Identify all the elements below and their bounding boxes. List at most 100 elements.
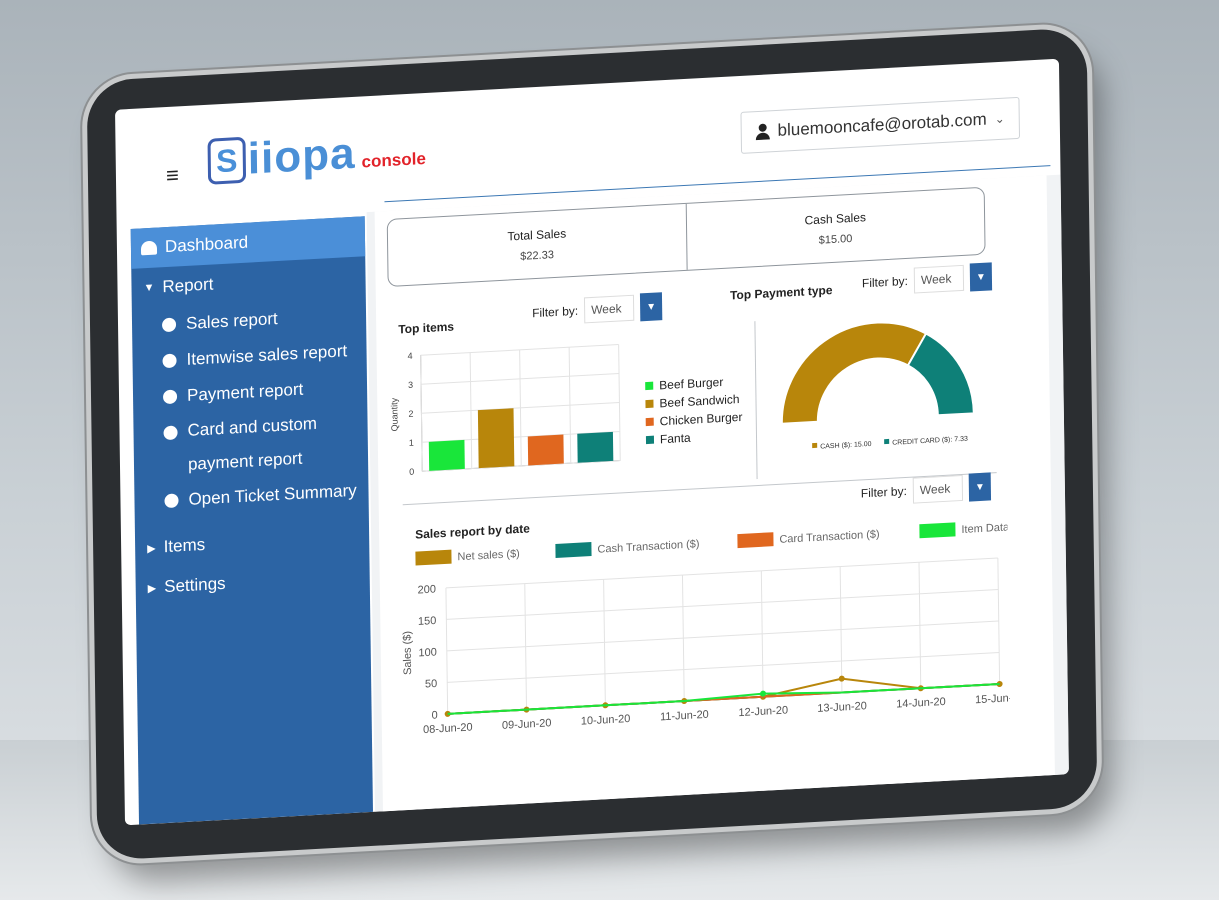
user-email: bluemooncafe@orotab.com xyxy=(777,109,987,140)
top-payment-donut-chart: CASH ($): 15.00 CREDIT CARD ($): 7.33 xyxy=(780,321,975,451)
tablet-device: ≡ S iiopa console bluemooncafe@orotab.co… xyxy=(86,27,1098,861)
tablet-screen: ≡ S iiopa console bluemooncafe@orotab.co… xyxy=(115,58,1069,826)
x-tick-label: 14-Jun-20 xyxy=(896,696,946,711)
legend-label: Beef Sandwich xyxy=(659,392,740,411)
y-tick-label: 2 xyxy=(408,409,413,419)
x-tick-label: 12-Jun-20 xyxy=(738,704,788,719)
gridline xyxy=(760,570,764,697)
bullet-icon xyxy=(161,317,177,333)
dashboard-gauge-icon xyxy=(140,240,158,256)
y-tick-label: 100 xyxy=(418,646,437,659)
gridline xyxy=(603,579,606,706)
y-axis-label: Sales ($) xyxy=(401,631,414,676)
sidebar-subitem-card-custom-payment-report[interactable]: Card and custom payment report xyxy=(133,407,324,485)
legend-item: Chicken Burger xyxy=(645,409,743,429)
bar xyxy=(477,408,515,469)
legend-item: Beef Burger xyxy=(645,374,742,393)
kpi-label: Total Sales xyxy=(507,226,567,244)
legend-label: Card Transaction ($) xyxy=(779,528,879,545)
user-icon xyxy=(755,123,769,140)
top-items-filter: Filter by: Week ▼ xyxy=(532,292,663,327)
top-items-legend: Beef Burger Beef Sandwich Chicken Burger… xyxy=(645,374,743,451)
kpi-total-sales: Total Sales $22.33 xyxy=(388,204,686,286)
filter-label: Filter by: xyxy=(532,303,579,321)
top-payment-title: Top Payment type xyxy=(729,282,833,303)
gridline xyxy=(420,355,423,472)
y-tick-label: 4 xyxy=(408,351,413,361)
bullet-icon xyxy=(162,389,178,405)
sidebar-subitem-label: Card and custom payment report xyxy=(187,413,318,474)
gridline xyxy=(997,558,1001,684)
gridline xyxy=(618,344,621,461)
legend-label: Net sales ($) xyxy=(457,548,519,563)
caret-down-icon: ▼ xyxy=(143,281,155,295)
y-tick-label: 50 xyxy=(425,678,437,691)
caret-right-icon: ▶ xyxy=(147,542,156,555)
gridline xyxy=(524,583,528,710)
filter-select[interactable]: Week xyxy=(913,264,965,294)
legend-swatch xyxy=(737,532,774,549)
kpi-cash-sales: Cash Sales $15.00 xyxy=(685,187,985,270)
donut-slice xyxy=(906,332,975,417)
legend-label: Beef Burger xyxy=(659,374,724,393)
caret-right-icon: ▶ xyxy=(147,582,157,595)
filter-label: Filter by: xyxy=(860,483,907,501)
gridline xyxy=(839,566,843,693)
filter-select[interactable]: Week xyxy=(583,294,635,324)
sales-by-date-line-chart: Net sales ($) Cash Transaction ($) Card Tr… xyxy=(401,521,1010,736)
logo-text: iiopa xyxy=(247,128,356,184)
sales-by-date-filter: Filter by: Week ▼ xyxy=(860,472,992,507)
gridline xyxy=(447,651,1000,683)
bar xyxy=(527,434,564,466)
x-tick-label: 11-Jun-20 xyxy=(660,709,709,724)
y-tick-label: 150 xyxy=(418,615,437,628)
gridline xyxy=(445,557,998,589)
y-tick-label: 0 xyxy=(431,709,437,721)
sidebar-item-label: Settings xyxy=(164,573,226,597)
logo-subtitle: console xyxy=(361,148,426,172)
x-tick-label: 09-Jun-20 xyxy=(502,717,552,732)
y-tick-label: 0 xyxy=(409,467,414,477)
data-point xyxy=(838,675,845,682)
sidebar-subitem-label: Sales report xyxy=(185,309,278,333)
main-content: Total Sales $22.33 Cash Sales $15.00 Top… xyxy=(366,174,1069,812)
kpi-label: Cash Sales xyxy=(804,210,867,228)
x-tick-label: 13-Jun-20 xyxy=(817,700,867,715)
kpi-value: $15.00 xyxy=(818,232,853,247)
legend-swatch xyxy=(645,435,655,445)
legend-label: Chicken Burger xyxy=(659,409,743,429)
legend-swatch xyxy=(645,399,654,409)
legend-item: Beef Sandwich xyxy=(645,392,742,411)
y-tick-label: 3 xyxy=(408,380,413,390)
sidebar-item-label: Items xyxy=(163,534,206,557)
sidebar-subitem-label: Open Ticket Summary xyxy=(188,480,357,509)
legend-swatch xyxy=(415,549,452,566)
legend-swatch xyxy=(645,381,654,391)
gridline xyxy=(681,575,685,702)
top-items-bar-chart: 0 1 2 3 4 Quantity xyxy=(389,344,621,477)
y-tick-label: 1 xyxy=(409,438,414,448)
legend-swatch xyxy=(555,542,592,558)
series-line xyxy=(447,682,1000,715)
logo-mark: S xyxy=(207,136,247,185)
bullet-icon xyxy=(162,353,177,369)
x-tick-label: 08-Jun-20 xyxy=(423,721,473,736)
top-items-title: Top items xyxy=(398,319,455,337)
x-tick-label: 15-Jun-20 xyxy=(975,692,1010,707)
gridline xyxy=(918,562,922,689)
filter-select[interactable]: Week xyxy=(912,474,964,504)
legend-label: CASH ($): 15.00 xyxy=(820,441,872,451)
app-logo: S iiopa console xyxy=(207,127,426,185)
chevron-down-icon[interactable]: ▼ xyxy=(639,292,663,322)
legend-swatch xyxy=(919,522,956,539)
legend-item: Fanta xyxy=(645,428,743,447)
user-account-dropdown[interactable]: bluemooncafe@orotab.com ⌄ xyxy=(740,96,1021,154)
hamburger-menu-icon[interactable]: ≡ xyxy=(165,162,179,189)
top-payment-filter: Filter by: Week ▼ xyxy=(862,262,993,297)
legend-swatch xyxy=(645,417,654,427)
sidebar: Dashboard ▼ Report Sales report Itemwise… xyxy=(130,216,373,825)
chevron-down-icon[interactable]: ▼ xyxy=(968,472,992,502)
gridline xyxy=(469,352,473,469)
chevron-down-icon[interactable]: ▼ xyxy=(969,262,993,292)
bullet-icon xyxy=(163,425,178,441)
